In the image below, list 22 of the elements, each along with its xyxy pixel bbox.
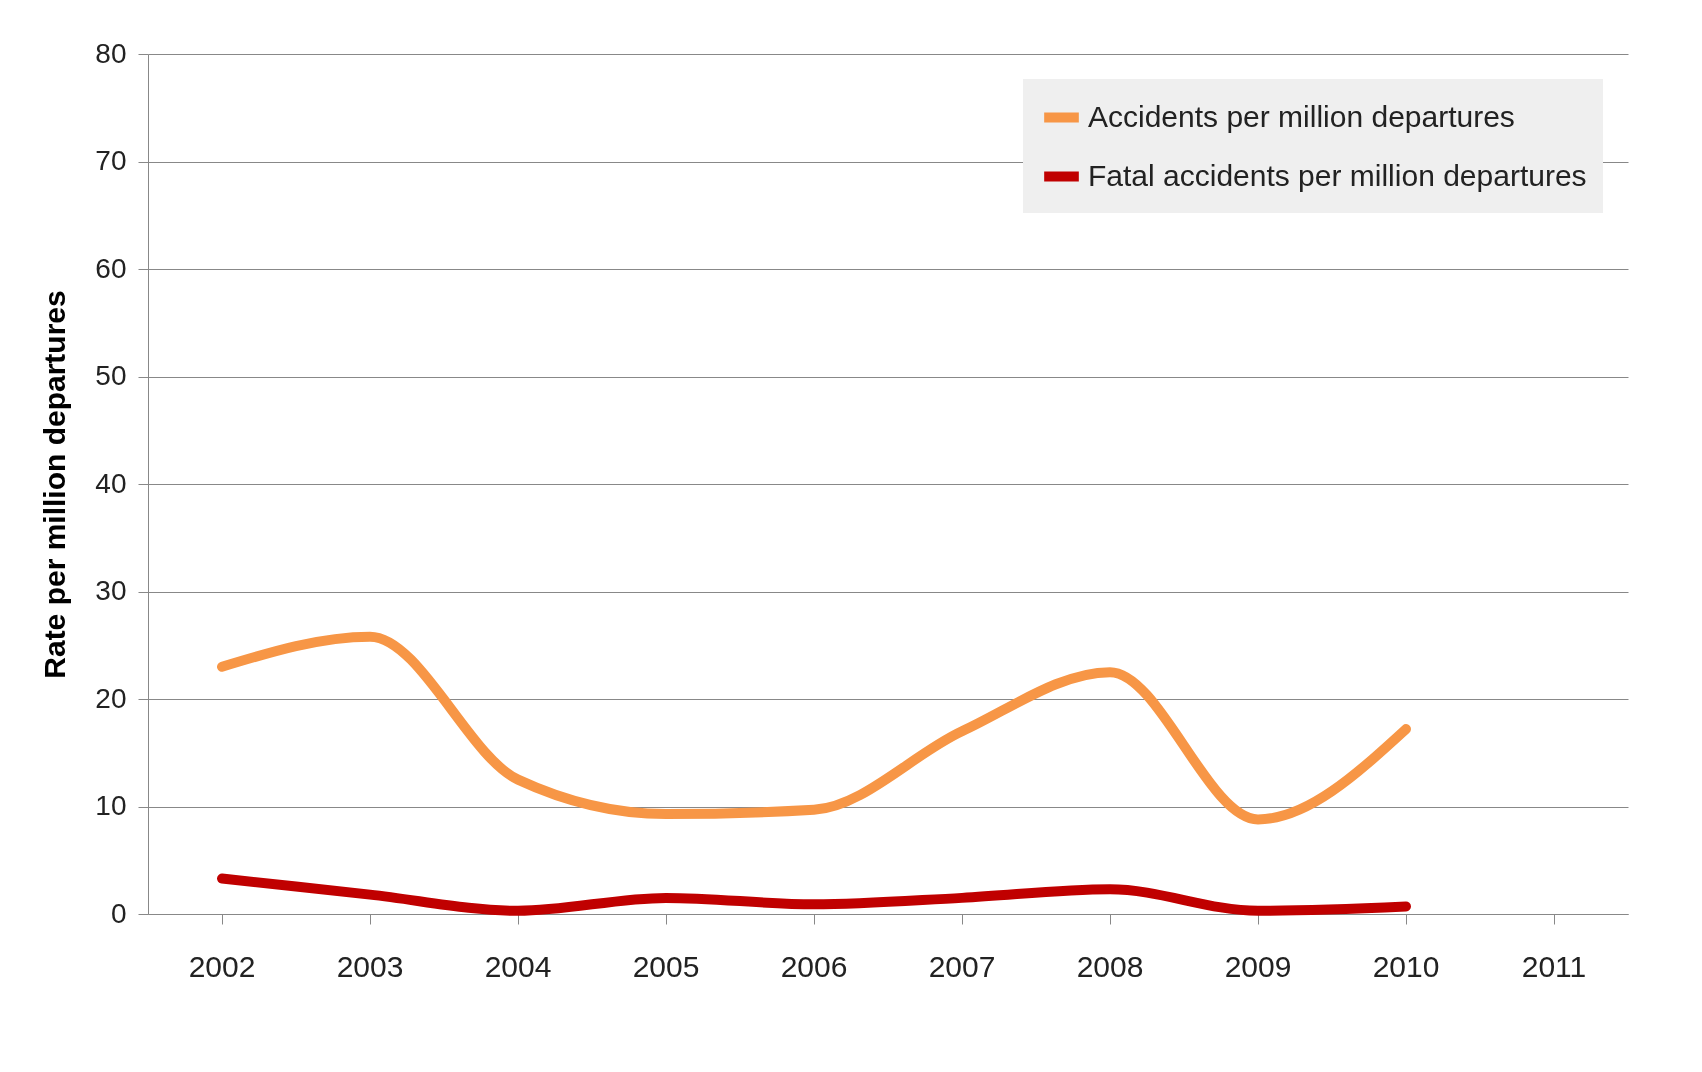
x-tick-label: 2005 bbox=[632, 949, 700, 983]
y-tick-label: 20 bbox=[95, 682, 127, 714]
y-axis-title: Rate per million departures bbox=[38, 290, 72, 679]
y-tick-label: 0 bbox=[110, 897, 127, 929]
x-tick-label: 2009 bbox=[1224, 949, 1292, 983]
x-tick-label: 2010 bbox=[1372, 949, 1440, 983]
x-tick-label: 2006 bbox=[780, 949, 848, 983]
y-tick-label: 10 bbox=[95, 790, 127, 821]
x-tick-label: 2007 bbox=[928, 949, 996, 983]
y-tick-label: 80 bbox=[95, 37, 127, 69]
y-tick-label: 70 bbox=[95, 145, 127, 176]
legend-label: Accidents per million departures bbox=[1088, 99, 1515, 133]
y-tick-label: 50 bbox=[95, 360, 127, 391]
x-tick-label: 2002 bbox=[188, 949, 256, 983]
y-tick-label: 60 bbox=[95, 252, 127, 284]
y-tick-label: 30 bbox=[95, 575, 127, 606]
x-tick-label: 2004 bbox=[484, 949, 552, 983]
y-tick-label: 40 bbox=[95, 467, 127, 499]
x-tick-label: 2003 bbox=[336, 949, 404, 983]
x-tick-label: 2011 bbox=[1521, 949, 1587, 983]
x-tick-label: 2008 bbox=[1076, 949, 1144, 983]
legend-label: Fatal accidents per million departures bbox=[1088, 158, 1587, 192]
